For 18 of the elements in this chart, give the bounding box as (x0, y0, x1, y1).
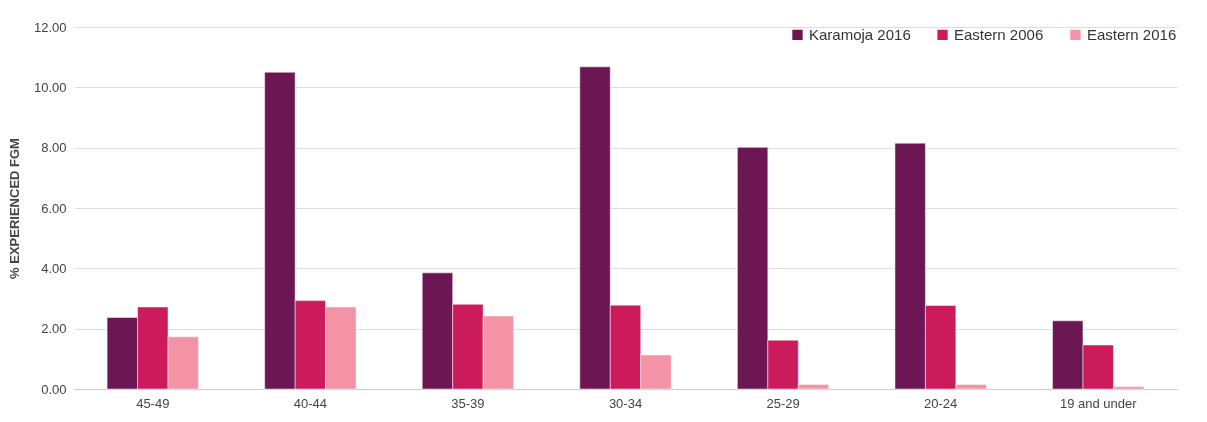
x-tick-label: 30-34 (608, 395, 643, 411)
legend-label: Eastern 2016 (1087, 25, 1177, 43)
x-tick-label: 45-49 (136, 395, 170, 411)
y-tick-label: 10.00 (33, 79, 67, 95)
y-tick-label: 8.00 (41, 140, 67, 156)
y-tick-label: 6.00 (41, 200, 67, 216)
y-axis-title: % EXPERIENCED FGM (6, 138, 22, 279)
legend-label: Karamoja 2016 (809, 25, 911, 43)
x-tick-label: 40-44 (293, 395, 327, 411)
y-tick-label: 0.00 (41, 381, 67, 397)
x-tick-label: 19 and under (1059, 395, 1138, 411)
x-tick-label: 25-29 (766, 395, 800, 411)
x-tick-label: 35-39 (451, 395, 485, 411)
y-tick-label: 12.00 (33, 19, 67, 35)
y-tick-label: 4.00 (41, 260, 67, 276)
legend-label: Eastern 2006 (954, 25, 1044, 43)
y-tick-label: 2.00 (41, 321, 67, 337)
x-tick-label: 20-24 (924, 395, 958, 411)
